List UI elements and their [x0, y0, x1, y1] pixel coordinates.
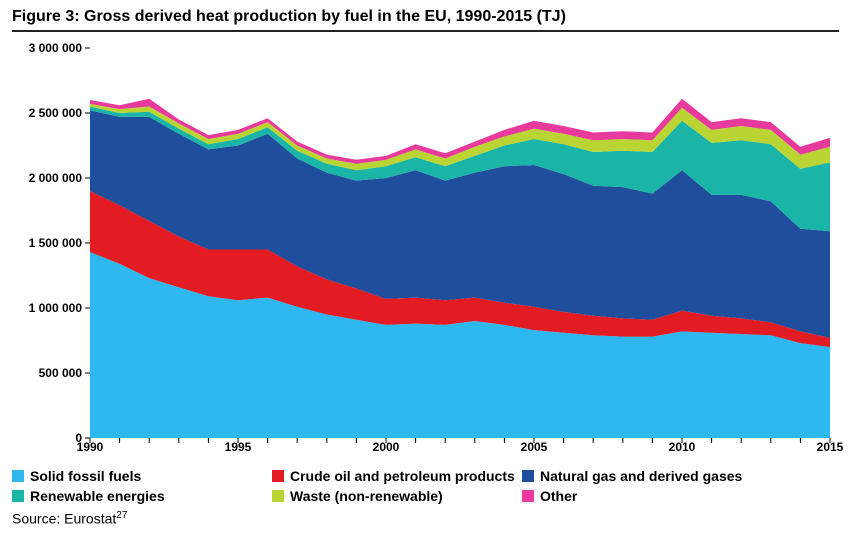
source-name: Eurostat — [64, 511, 116, 527]
legend-item-waste-non-renewable: Waste (non-renewable) — [272, 488, 443, 504]
legend: Solid fossil fuels Crude oil and petroleu… — [12, 468, 839, 508]
legend-label: Solid fossil fuels — [30, 468, 141, 484]
legend-swatch — [272, 470, 284, 482]
y-tick-label: 1 000 000 — [29, 301, 82, 315]
x-tick-label: 2000 — [373, 440, 400, 454]
source-line: Source: Eurostat27 — [12, 510, 839, 527]
legend-swatch — [522, 470, 534, 482]
legend-label: Renewable energies — [30, 488, 165, 504]
chart-area: 0500 0001 000 0001 500 0002 000 0002 500… — [12, 38, 836, 468]
legend-swatch — [12, 490, 24, 502]
legend-row-1: Solid fossil fuels Crude oil and petroleu… — [12, 468, 839, 488]
y-tick-label: 500 000 — [39, 366, 82, 380]
figure-container: Figure 3: Gross derived heat production … — [0, 0, 851, 541]
legend-item-solid-fossil-fuels: Solid fossil fuels — [12, 468, 141, 484]
y-tick-label: 2 500 000 — [29, 106, 82, 120]
legend-item-crude-oil-and-petroleum-products: Crude oil and petroleum products — [272, 468, 515, 484]
legend-row-2: Renewable energies Waste (non-renewable) O… — [12, 488, 839, 508]
y-tick-label: 2 000 000 — [29, 171, 82, 185]
y-tick-label: 1 500 000 — [29, 236, 82, 250]
plot-area — [90, 48, 830, 438]
y-axis: 0500 0001 000 0001 500 0002 000 0002 500… — [12, 48, 86, 438]
legend-item-renewable-energies: Renewable energies — [12, 488, 165, 504]
legend-item-other: Other — [522, 488, 577, 504]
title-rule — [12, 30, 839, 32]
x-tick-label: 2015 — [817, 440, 844, 454]
y-tick-label: 3 000 000 — [29, 41, 82, 55]
source-prefix: Source: — [12, 511, 64, 527]
legend-swatch — [522, 490, 534, 502]
x-tick-label: 2005 — [521, 440, 548, 454]
source-footnote: 27 — [116, 510, 127, 521]
x-tick-label: 2010 — [669, 440, 696, 454]
legend-label: Waste (non-renewable) — [290, 488, 443, 504]
legend-label: Natural gas and derived gases — [540, 468, 742, 484]
stacked-area-svg — [90, 48, 830, 438]
x-tick-label: 1990 — [77, 440, 104, 454]
legend-swatch — [272, 490, 284, 502]
legend-item-natural-gas-and-derived-gases: Natural gas and derived gases — [522, 468, 742, 484]
x-tick-label: 1995 — [225, 440, 252, 454]
legend-label: Crude oil and petroleum products — [290, 468, 515, 484]
x-axis: 199019952000200520102015 — [90, 438, 830, 456]
legend-swatch — [12, 470, 24, 482]
legend-label: Other — [540, 488, 577, 504]
figure-title: Figure 3: Gross derived heat production … — [12, 8, 839, 26]
